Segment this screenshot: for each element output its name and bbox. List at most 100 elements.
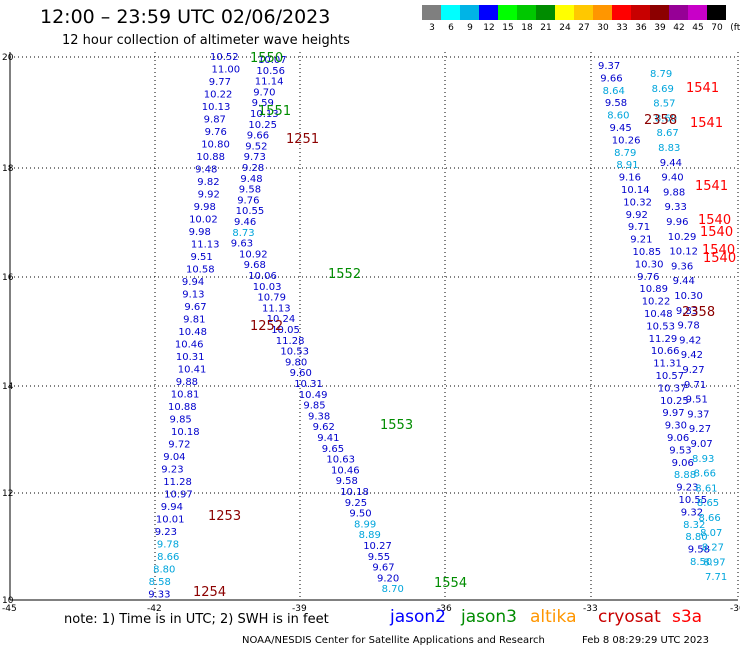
swh-value: 8.69: [652, 84, 674, 95]
scale-swatch: [479, 5, 498, 20]
swh-value: 10.27: [363, 541, 392, 552]
swh-value: 8.67: [656, 128, 678, 139]
swh-value: 9.58: [239, 185, 261, 196]
swh-value: 10.53: [280, 347, 309, 358]
swh-value: 9.33: [148, 590, 170, 601]
swh-value: 10.80: [201, 140, 230, 151]
swh-value: 9.67: [184, 302, 206, 313]
swh-value: 9.13: [182, 290, 204, 301]
swh-value: 9.25: [345, 498, 367, 509]
swh-value: 10.55: [236, 206, 265, 217]
swh-value: 9.87: [204, 115, 226, 126]
swh-value: 11.31: [653, 359, 682, 370]
swh-value: 10.18: [340, 487, 369, 498]
swh-value: 10.12: [669, 247, 698, 258]
swh-value: 10.03: [253, 282, 282, 293]
swh-value: 10.07: [258, 55, 287, 66]
swh-value: 8.91: [616, 160, 638, 171]
swh-value: 9.94: [182, 277, 204, 288]
scale-label: 3: [429, 23, 435, 33]
swh-value: 9.62: [313, 422, 335, 433]
scale-swatch: [650, 5, 669, 20]
scale-label: 36: [635, 23, 647, 33]
swh-value: 10.81: [171, 390, 200, 401]
scale-label: 15: [502, 23, 514, 33]
swh-value: 10.13: [202, 102, 231, 113]
scale-label: 18: [521, 23, 533, 33]
swh-value: 10.31: [176, 352, 205, 363]
map-subtitle: 12 hour collection of altimeter wave hei…: [62, 33, 350, 48]
generated-timestamp: Feb 8 08:29:29 UTC 2023: [582, 635, 709, 646]
scale-label: 30: [597, 23, 609, 33]
scale-label: 9: [467, 23, 473, 33]
swh-value: 10.56: [256, 66, 285, 77]
y-tick-label: 12: [2, 489, 13, 499]
swh-value: 10.24: [267, 314, 296, 325]
swh-value: 10.52: [210, 52, 239, 63]
swh-value: 10.37: [658, 383, 687, 394]
swh-value: 11.00: [211, 65, 240, 76]
swh-value: 8.50: [690, 557, 712, 568]
swh-value: 9.83: [676, 306, 698, 317]
scale-swatch: [669, 5, 688, 20]
swh-value: 8.79: [650, 69, 672, 80]
swh-value: 8.07: [700, 528, 722, 539]
swh-value: 8.66: [694, 469, 716, 480]
swh-value: 9.58: [336, 476, 358, 487]
swh-value: 9.27: [682, 365, 704, 376]
swh-value: 10.89: [639, 284, 668, 295]
swh-value: 8.65: [697, 498, 719, 509]
y-tick-label: 18: [2, 164, 14, 174]
footnote: note: 1) Time is in UTC; 2) SWH is in fe…: [64, 612, 329, 627]
pass-label: 1552: [328, 267, 361, 282]
swh-value: 8.32: [683, 520, 705, 531]
x-tick-label: -39: [292, 604, 307, 614]
pass-label: 1540: [702, 243, 735, 258]
swh-value: 10.88: [196, 152, 225, 163]
swh-value: 8.66: [699, 513, 721, 524]
swh-value: 8.80: [153, 565, 175, 576]
swh-value: 9.73: [244, 152, 266, 163]
swh-value: 10.53: [646, 321, 675, 332]
swh-value: 10.22: [204, 90, 233, 101]
swh-value: 9.70: [253, 87, 275, 98]
scale-label: 33: [616, 23, 628, 33]
swh-value: 9.67: [372, 563, 394, 574]
swh-value: 9.20: [377, 573, 399, 584]
swh-value: 9.76: [237, 195, 259, 206]
swh-value: 8.93: [692, 454, 714, 465]
swh-value: 9.44: [660, 158, 682, 169]
swh-value: 9.42: [679, 335, 701, 346]
scale-swatch: [460, 5, 479, 20]
swh-value: 10.63: [326, 455, 355, 466]
pass-label: 1540: [698, 213, 731, 228]
swh-value: 8.97: [703, 557, 725, 568]
swh-value: 9.32: [681, 507, 703, 518]
swh-value: 9.71: [684, 380, 706, 391]
swh-value: 9.81: [183, 315, 205, 326]
swh-value: 9.98: [194, 202, 216, 213]
scale-label: 6: [448, 23, 454, 33]
swh-value: 8.66: [157, 552, 179, 563]
swh-value: 8.60: [655, 113, 677, 124]
swh-value: 10.55: [679, 495, 708, 506]
swh-value: 9.60: [290, 368, 312, 379]
swh-value: 9.48: [195, 165, 217, 176]
scale-swatch: [536, 5, 555, 20]
swh-value: 9.44: [673, 276, 695, 287]
swh-value: 9.59: [252, 98, 274, 109]
scale-swatch: [441, 5, 460, 20]
x-tick-label: -30: [730, 604, 740, 614]
swh-value: 9.63: [231, 239, 253, 250]
swh-value: 11.13: [191, 240, 220, 251]
credit-line: NOAA/NESDIS Center for Satellite Applica…: [242, 635, 545, 646]
swh-value: 9.55: [368, 552, 390, 563]
swh-value: 10.31: [294, 379, 323, 390]
swh-value: 8.64: [603, 86, 625, 97]
swh-value: 9.53: [669, 445, 691, 456]
legend-item: jason2: [390, 607, 446, 627]
swh-value: 8.73: [232, 228, 254, 239]
swh-value: 10.48: [644, 309, 673, 320]
pass-label: 1251: [286, 132, 319, 147]
swh-value: 9.51: [190, 252, 212, 263]
